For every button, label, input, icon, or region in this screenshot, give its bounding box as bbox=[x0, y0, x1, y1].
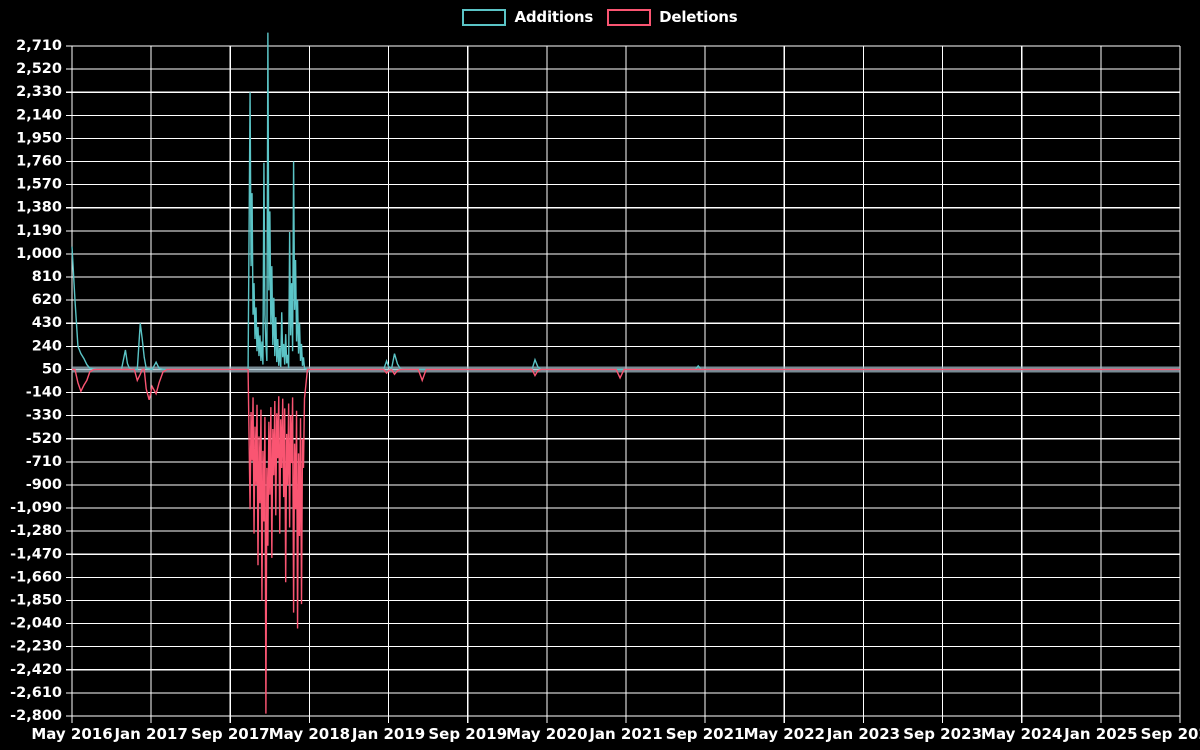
x-axis-label: May 2016 bbox=[31, 725, 112, 743]
x-axis-label: Sep 2023 bbox=[903, 725, 982, 743]
y-axis-label: 1,760 bbox=[16, 154, 62, 170]
y-axis-label: -2,800 bbox=[10, 708, 62, 724]
y-axis-label: 2,520 bbox=[16, 61, 62, 77]
legend-item-additions[interactable]: Additions bbox=[462, 8, 593, 26]
y-axis-label: 1,570 bbox=[16, 177, 62, 193]
y-axis-tick-labels: 2,710 2,520 2,330 2,140 1,950 1,760 1,570 1,380… bbox=[10, 38, 62, 724]
y-axis-label: -2,230 bbox=[10, 639, 62, 655]
legend-swatch-additions bbox=[462, 8, 507, 26]
y-axis-label: -140 bbox=[26, 385, 62, 401]
chart-legend: Additions Deletions bbox=[0, 0, 1200, 34]
x-axis-label: Jan 2019 bbox=[351, 725, 425, 743]
y-axis-label: 2,140 bbox=[16, 107, 62, 123]
y-axis-label: -520 bbox=[26, 431, 62, 447]
y-axis-label: 430 bbox=[32, 315, 62, 331]
data-series bbox=[71, 32, 1180, 714]
y-axis-label: 810 bbox=[32, 269, 62, 285]
y-axis-label: -1,280 bbox=[10, 523, 62, 539]
y-axis-label: 240 bbox=[32, 338, 62, 354]
y-axis-label: -2,610 bbox=[10, 685, 62, 701]
x-axis-label: May 2018 bbox=[269, 725, 350, 743]
y-axis-label: -1,470 bbox=[10, 546, 62, 562]
y-axis-label: 1,950 bbox=[16, 130, 62, 146]
x-axis-label: Jan 2025 bbox=[1063, 725, 1137, 743]
y-axis-label: 2,330 bbox=[16, 84, 62, 100]
y-axis-label: -2,420 bbox=[10, 662, 62, 678]
y-axis-label: -330 bbox=[26, 408, 62, 424]
x-axis-label: Jan 2023 bbox=[826, 725, 900, 743]
x-axis-label: May 2020 bbox=[506, 725, 587, 743]
x-axis-label: Sep 2019 bbox=[428, 725, 507, 743]
x-axis-label: Jan 2017 bbox=[113, 725, 187, 743]
gridlines bbox=[66, 45, 1181, 723]
y-axis-label: 1,380 bbox=[16, 200, 62, 216]
x-axis-tick-labels: May 2016 Jan 2017 Sep 2017 May 2018 Jan 2019… bbox=[31, 725, 1200, 743]
legend-swatch-deletions bbox=[607, 8, 652, 26]
legend-item-deletions[interactable]: Deletions bbox=[607, 8, 738, 26]
y-axis-label: 1,000 bbox=[16, 246, 62, 262]
y-axis-label: 2,710 bbox=[16, 38, 62, 54]
x-axis-label: May 2024 bbox=[981, 725, 1062, 743]
y-axis-label: -1,090 bbox=[10, 500, 62, 516]
y-axis-label: 50 bbox=[42, 361, 62, 377]
series-line-additions bbox=[71, 32, 1180, 371]
legend-label-deletions: Deletions bbox=[659, 8, 738, 26]
x-axis-label: Sep 2025 bbox=[1141, 725, 1200, 743]
x-axis-label: May 2022 bbox=[744, 725, 825, 743]
y-axis-label: 1,190 bbox=[16, 223, 62, 239]
x-axis-label: Jan 2021 bbox=[588, 725, 662, 743]
y-axis-label: -1,660 bbox=[10, 569, 62, 585]
x-axis-label: Sep 2021 bbox=[666, 725, 745, 743]
y-axis-label: -2,040 bbox=[10, 616, 62, 632]
y-axis-label: 620 bbox=[32, 292, 62, 308]
y-axis-label: -900 bbox=[26, 477, 62, 493]
y-axis-label: -710 bbox=[26, 454, 62, 470]
legend-label-additions: Additions bbox=[514, 8, 594, 26]
series-line-deletions bbox=[72, 368, 1180, 714]
x-axis-label: Sep 2017 bbox=[191, 725, 270, 743]
y-axis-label: -1,850 bbox=[10, 592, 62, 608]
